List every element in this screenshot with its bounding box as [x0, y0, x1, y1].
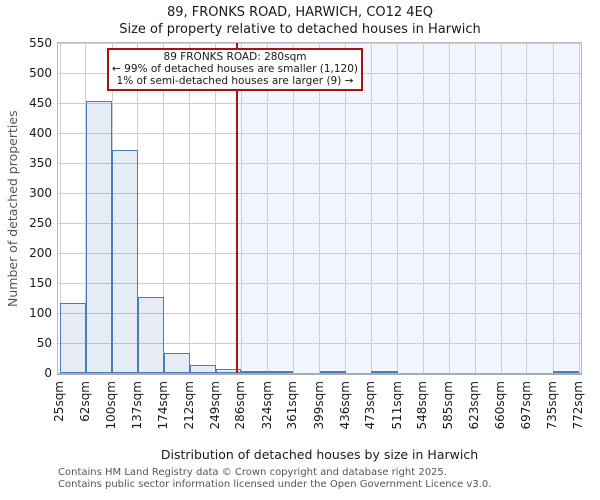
x-tick-label: 212sqm	[181, 381, 196, 430]
footer-line-1: Contains HM Land Registry data © Crown c…	[58, 467, 447, 478]
horizontal-gridline	[58, 192, 581, 194]
histogram-bar	[319, 371, 346, 373]
horizontal-gridline	[58, 312, 581, 314]
chart-title: 89, FRONKS ROAD, HARWICH, CO12 4EQ	[166, 5, 434, 20]
footer-line-2: Contains public sector information licen…	[58, 478, 492, 490]
horizontal-gridline	[58, 162, 581, 164]
vertical-gridline	[59, 43, 61, 373]
vertical-gridline	[370, 43, 372, 373]
x-tick-label: 174sqm	[155, 381, 170, 430]
vertical-gridline	[345, 43, 347, 373]
annotation-line-1: 89 FRONKS ROAD: 280sqm	[163, 51, 307, 63]
x-tick-label: 585sqm	[441, 381, 456, 430]
x-tick-label: 249sqm	[207, 381, 222, 430]
vertical-gridline	[422, 43, 424, 373]
y-tick-label: 50	[36, 336, 52, 350]
plot-canvas	[58, 43, 581, 373]
x-tick-label: 25sqm	[52, 381, 66, 422]
vertical-gridline	[474, 43, 476, 373]
histogram-bar	[112, 150, 138, 373]
x-tick-label: 660sqm	[493, 381, 508, 430]
vertical-gridline	[292, 43, 294, 373]
y-tick-label: 0	[44, 366, 52, 380]
x-tick-label: 473sqm	[363, 381, 378, 430]
x-tick-label: 511sqm	[389, 381, 404, 430]
vertical-gridline	[448, 43, 450, 373]
x-tick-label: 436sqm	[337, 381, 352, 430]
vertical-gridline	[189, 43, 191, 373]
horizontal-gridline	[58, 222, 581, 224]
vertical-gridline	[578, 43, 580, 373]
plot-area	[57, 42, 582, 375]
horizontal-gridline	[58, 252, 581, 254]
vertical-gridline	[397, 43, 399, 373]
vertical-gridline	[137, 43, 139, 373]
y-tick-label: 200	[29, 246, 52, 260]
vertical-gridline	[319, 43, 321, 373]
y-tick-label: 100	[29, 306, 52, 320]
y-tick-label: 400	[29, 126, 52, 140]
y-tick-label: 550	[29, 36, 52, 50]
x-tick-label: 62sqm	[77, 381, 92, 422]
larger-than-property-shade	[237, 43, 581, 373]
histogram-bar	[163, 353, 190, 373]
x-tick-label: 100sqm	[104, 381, 119, 430]
chart-subtitle: Size of property relative to detached ho…	[119, 22, 481, 37]
histogram-bar	[137, 296, 164, 373]
x-tick-label: 697sqm	[518, 381, 533, 430]
y-axis-ticks: 0 50 100 150 200 250 300 350 400 450 500 550	[0, 36, 52, 380]
x-tick-label: 399sqm	[311, 381, 326, 430]
property-size-marker-line	[236, 43, 239, 373]
x-tick-label: 137sqm	[129, 381, 144, 430]
annotation-line-3: 1% of semi-detached houses are larger (9…	[116, 75, 354, 87]
horizontal-gridline	[58, 132, 581, 134]
vertical-gridline	[552, 43, 554, 373]
histogram-bar	[215, 369, 242, 373]
histogram-bar	[85, 101, 113, 373]
y-tick-label: 450	[29, 96, 52, 110]
x-tick-label: 772sqm	[571, 381, 585, 430]
horizontal-gridline	[58, 282, 581, 284]
histogram-bar	[267, 371, 294, 373]
x-tick-label: 361sqm	[285, 381, 300, 430]
y-tick-label: 300	[29, 186, 52, 200]
vertical-gridline	[163, 43, 165, 373]
histogram-bar	[241, 371, 268, 373]
property-annotation-box: 89 FRONKS ROAD: 280sqm ← 99% of detached…	[107, 48, 363, 91]
vertical-gridline	[215, 43, 217, 373]
attribution-footer: Contains HM Land Registry data © Crown c…	[58, 467, 598, 490]
vertical-gridline	[240, 43, 242, 373]
x-tick-label: 548sqm	[415, 381, 430, 430]
vertical-gridline	[500, 43, 502, 373]
histogram-bar	[553, 371, 579, 373]
vertical-gridline	[526, 43, 528, 373]
y-tick-label: 500	[29, 66, 52, 80]
y-tick-label: 250	[29, 216, 52, 230]
x-axis-label: Distribution of detached houses by size …	[160, 447, 479, 462]
horizontal-gridline	[58, 43, 581, 44]
x-tick-label: 623sqm	[467, 381, 482, 430]
y-tick-label: 350	[29, 156, 52, 170]
vertical-gridline	[267, 43, 269, 373]
horizontal-gridline	[58, 102, 581, 104]
annotation-line-2: ← 99% of detached houses are smaller (1,…	[112, 63, 358, 75]
histogram-bar	[189, 365, 216, 373]
horizontal-gridline	[58, 342, 581, 344]
y-tick-label: 150	[29, 276, 52, 290]
histogram-bar	[60, 302, 86, 373]
x-tick-label: 735sqm	[545, 381, 560, 430]
x-tick-label: 324sqm	[259, 381, 274, 430]
histogram-bar	[371, 371, 398, 373]
x-tick-label: 286sqm	[233, 381, 248, 430]
